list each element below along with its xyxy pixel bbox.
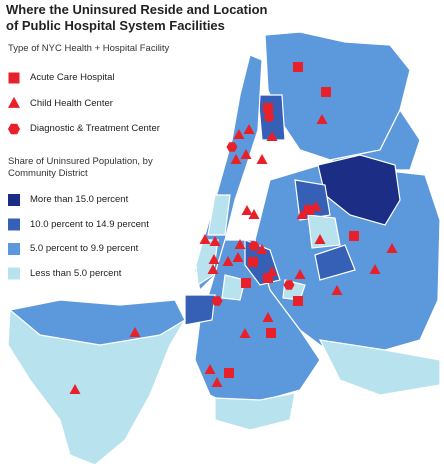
legend-label: More than 15.0 percent xyxy=(30,194,129,205)
square-marker xyxy=(304,205,314,215)
triangle-marker xyxy=(222,256,234,266)
triangle-marker xyxy=(199,234,211,244)
square-marker xyxy=(248,257,258,267)
district xyxy=(314,244,356,281)
triangle-marker xyxy=(256,244,268,254)
legend-icon xyxy=(8,72,20,84)
district xyxy=(221,274,246,301)
legend-label: Less than 5.0 percent xyxy=(30,267,122,279)
triangle-marker xyxy=(233,129,245,139)
triangle-marker xyxy=(208,254,220,264)
triangle-marker xyxy=(310,201,322,211)
triangle-marker xyxy=(296,209,308,219)
triangle-marker xyxy=(211,377,223,387)
square-marker xyxy=(241,278,251,288)
square-marker xyxy=(293,296,303,306)
triangle-marker xyxy=(369,264,381,274)
triangle-marker xyxy=(331,285,343,295)
triangle-marker xyxy=(248,209,260,219)
square-marker xyxy=(293,62,303,72)
triangle-marker xyxy=(232,252,244,262)
districts xyxy=(7,31,441,466)
triangle-marker xyxy=(256,154,268,164)
facility-markers xyxy=(69,62,398,394)
district xyxy=(307,214,341,249)
triangle-marker xyxy=(239,328,251,338)
hexagon-marker xyxy=(248,241,260,251)
map-title: Where the Uninsured Reside and Location … xyxy=(6,2,268,33)
triangle-marker xyxy=(316,114,328,124)
district xyxy=(184,294,216,326)
legend-swatch xyxy=(8,218,20,231)
triangle-marker xyxy=(243,124,255,134)
square-marker xyxy=(263,103,273,113)
legend-swatch xyxy=(8,267,20,280)
legend-label: Diagnostic & Treatment Center xyxy=(30,123,160,134)
triangle-marker xyxy=(207,264,219,274)
district xyxy=(317,154,401,226)
triangle-marker xyxy=(386,243,398,253)
legend-icon xyxy=(7,96,21,108)
district xyxy=(214,392,296,431)
triangle-marker xyxy=(241,205,253,215)
triangle-marker xyxy=(294,269,306,279)
square-marker xyxy=(321,87,331,97)
legend-swatch xyxy=(8,194,20,206)
district xyxy=(8,299,186,346)
hexagon-marker xyxy=(226,142,238,152)
hexagon-marker xyxy=(263,112,275,122)
legend-label: 5.0 percent to 9.9 percent xyxy=(30,243,139,254)
triangle-marker xyxy=(266,266,278,276)
triangle-marker xyxy=(262,312,274,322)
triangle-marker xyxy=(69,384,81,394)
square-marker xyxy=(224,368,234,378)
triangle-marker xyxy=(266,131,278,141)
legend-icon xyxy=(7,123,21,135)
square-marker xyxy=(266,328,276,338)
triangle-marker xyxy=(129,327,141,337)
square-marker xyxy=(349,231,359,241)
hexagon-marker xyxy=(283,280,295,290)
district xyxy=(294,179,331,221)
square-marker xyxy=(263,273,273,283)
legend-label: Child Health Center xyxy=(30,97,113,109)
legend-heading: Share of Uninsured Population, by Commun… xyxy=(8,156,153,179)
triangle-marker xyxy=(314,234,326,244)
hexagon-marker xyxy=(211,296,223,306)
district xyxy=(318,339,441,396)
district xyxy=(207,194,231,236)
legend-label: Acute Care Hospital xyxy=(30,72,115,83)
triangle-marker xyxy=(234,239,246,249)
triangle-marker xyxy=(204,364,216,374)
legend-swatch xyxy=(8,243,20,255)
legend-label: 10.0 percent to 14.9 percent xyxy=(30,218,149,230)
triangle-marker xyxy=(240,149,252,159)
triangle-marker xyxy=(230,154,242,164)
triangle-marker xyxy=(209,236,221,246)
legend-heading: Type of NYC Health + Hospital Facility xyxy=(8,43,170,54)
